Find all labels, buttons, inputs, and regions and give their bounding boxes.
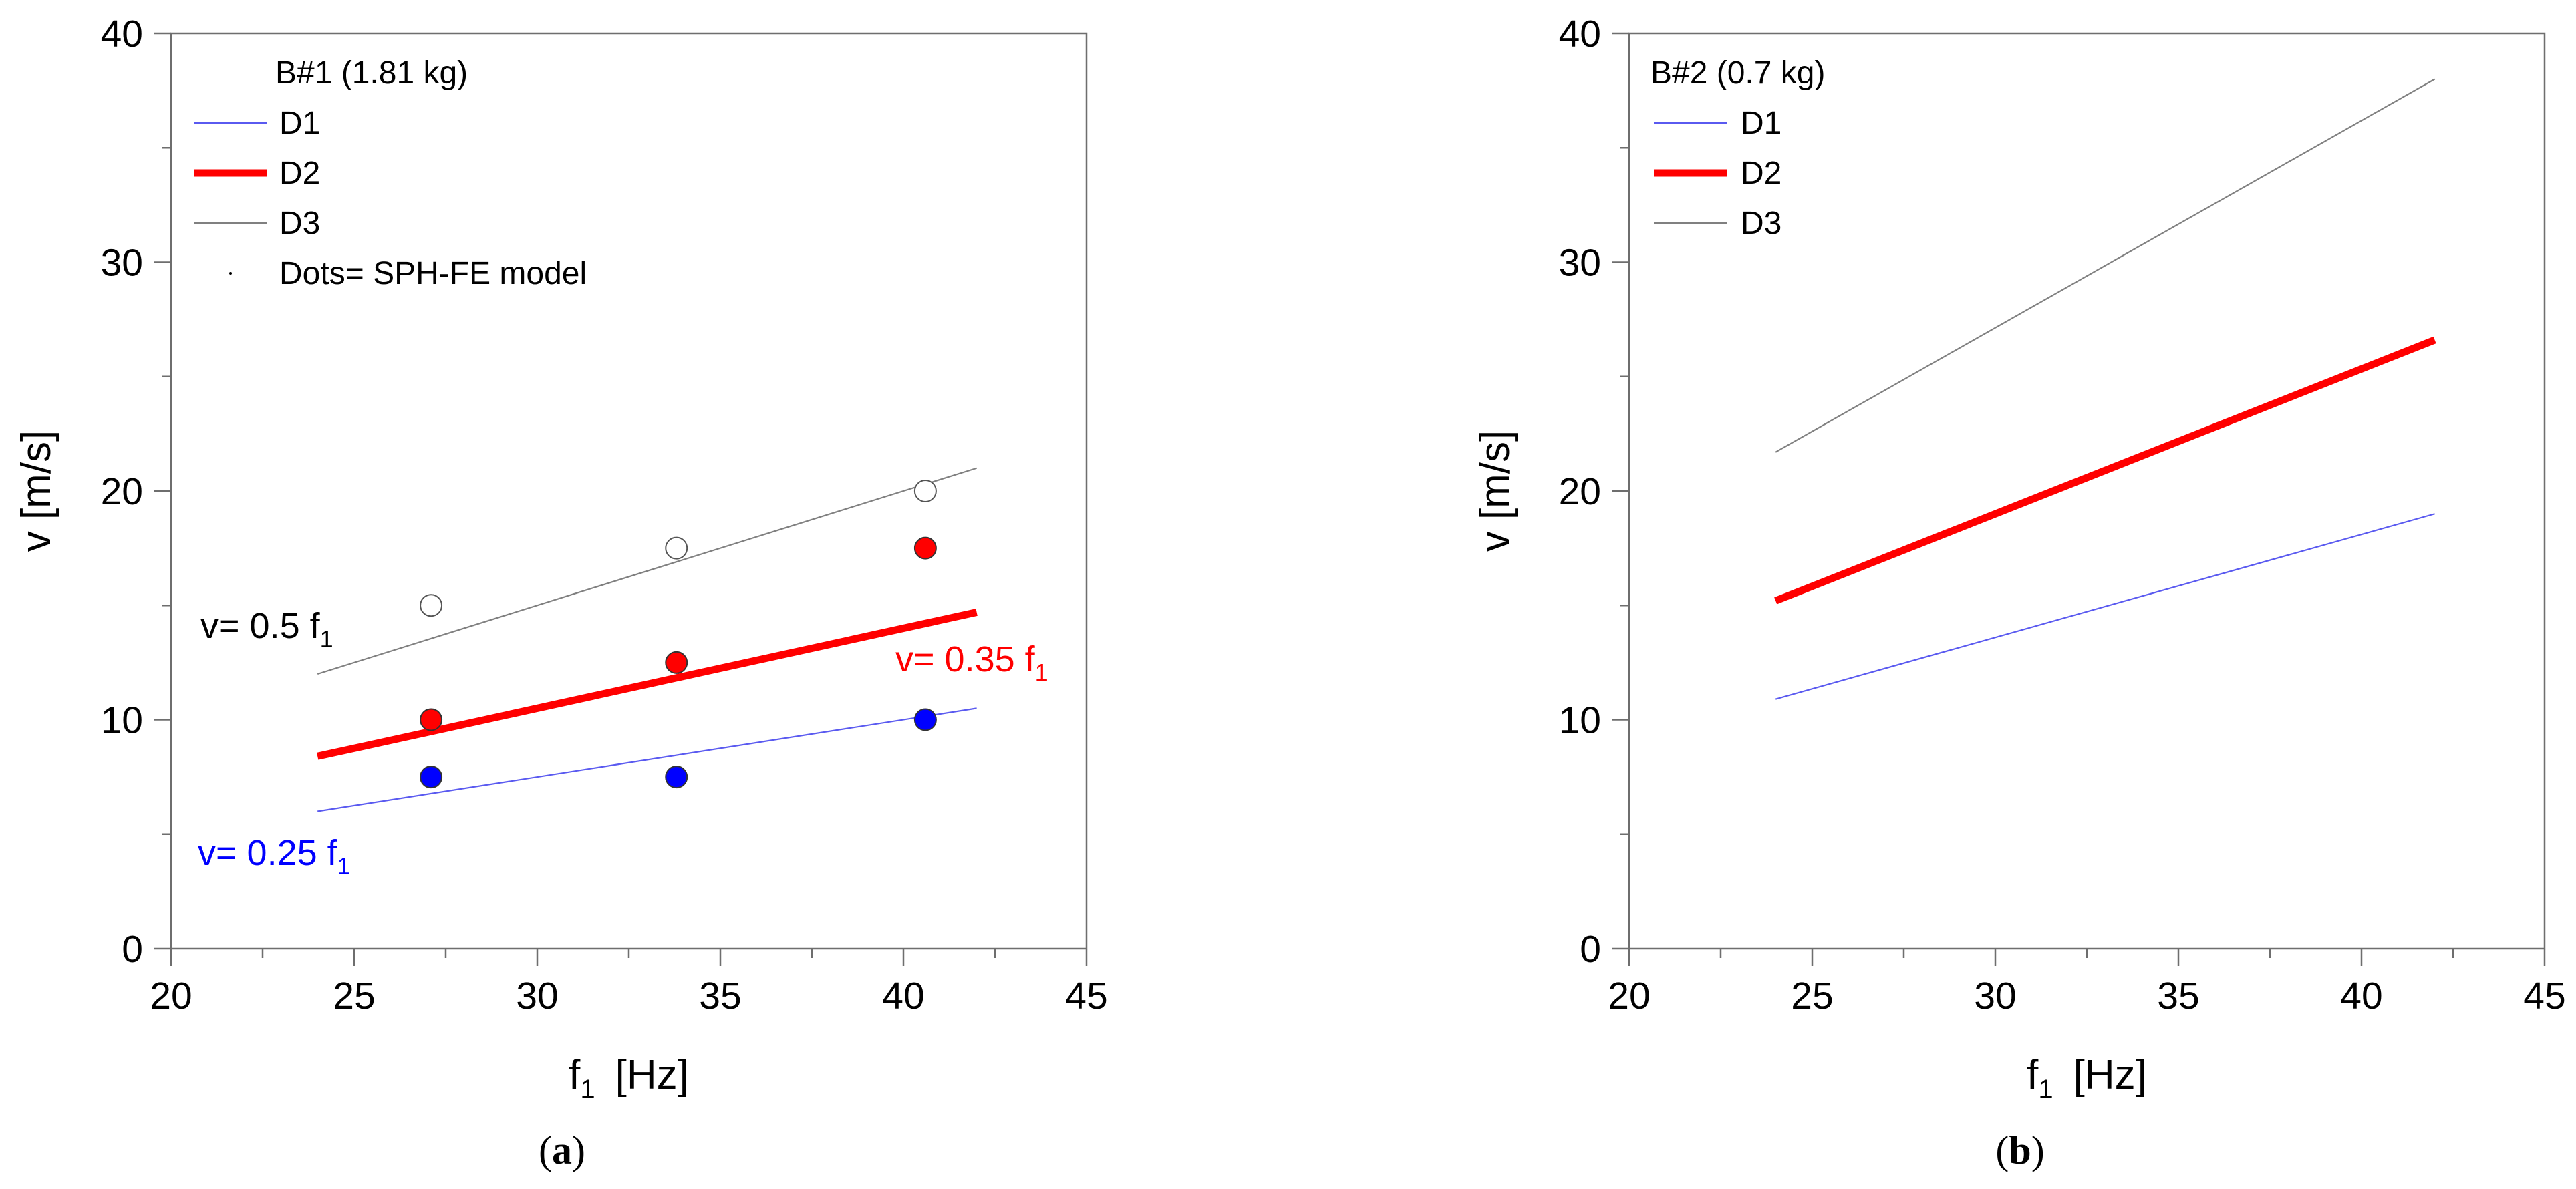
equation-annotation: v= 0.35 f1: [895, 639, 1048, 686]
y-tick-label: 0: [1580, 928, 1601, 971]
series-line-d1: [1775, 513, 2435, 700]
x-tick-label: 30: [516, 975, 558, 1017]
equation-annotation: v= 0.5 f1: [200, 606, 333, 653]
x-tick-label: 45: [2523, 975, 2565, 1017]
y-tick-label: 40: [1559, 13, 1601, 55]
equation-main: v= 0.35 f: [895, 639, 1036, 679]
data-point-d3: [913, 480, 937, 502]
legend-label-d1: D1: [1741, 106, 1781, 141]
x-axis-title-unit: [Hz]: [615, 1052, 689, 1098]
legend-label-d3: D3: [279, 206, 320, 241]
data-point-d3: [420, 594, 443, 617]
equation-annotation: v= 0.25 f1: [198, 833, 351, 880]
legend-title: B#1 (1.81 kg): [275, 55, 468, 91]
series-line-d2: [1774, 336, 2436, 605]
y-tick-label: 20: [1559, 470, 1601, 513]
y-tick-label: 40: [101, 13, 143, 55]
x-axis-title-unit: [Hz]: [2073, 1052, 2147, 1098]
legend-title: B#2 (0.7 kg): [1651, 55, 1825, 91]
panel-label-open: (: [539, 1128, 552, 1172]
equation-sub: 1: [320, 625, 333, 653]
y-axis-title: v [m/s]: [1472, 430, 1518, 552]
panel-label-close: ): [572, 1128, 585, 1172]
x-tick-label: 20: [150, 975, 192, 1017]
series-line-d2: [317, 609, 978, 760]
x-axis-title-sub: 1: [580, 1075, 595, 1104]
data-point-d1: [913, 708, 937, 731]
panel-label-letter: a: [552, 1128, 572, 1172]
x-axis-title-main: f: [2027, 1052, 2039, 1098]
equation-main: v= 0.25 f: [198, 833, 338, 873]
legend-dot-marker: [229, 272, 232, 275]
series-line-d3: [317, 467, 977, 675]
x-axis-title-main: f: [569, 1052, 581, 1098]
panel-label-open: (: [1995, 1128, 2009, 1172]
y-tick-label: 10: [101, 699, 143, 742]
chart-panel-b: 20 25 30 35 40 45 0 10 20 30 40 v [m/s] f1 [Hz] B#2 (0…: [1472, 13, 2566, 1172]
x-tick-label: 25: [1791, 975, 1833, 1017]
x-tick-label: 40: [2340, 975, 2382, 1017]
data-point-d2: [913, 536, 937, 560]
equation-sub: 1: [1035, 659, 1048, 686]
data-point-d2: [665, 651, 688, 674]
panel-label-close: ): [2031, 1128, 2045, 1172]
legend-dots-label: Dots= SPH-FE model: [279, 256, 587, 291]
panel-label: (a): [539, 1128, 585, 1172]
y-tick-label: 30: [101, 242, 143, 285]
data-point-d1: [665, 766, 688, 789]
legend-label-d2: D2: [279, 156, 320, 191]
x-tick-label: 25: [333, 975, 375, 1017]
y-axis-title: v [m/s]: [13, 430, 59, 552]
panel-label-letter: b: [2009, 1128, 2031, 1172]
x-axis-title-sub: 1: [2038, 1075, 2053, 1104]
legend-label-d2: D2: [1741, 156, 1781, 191]
equation-sub: 1: [337, 852, 351, 880]
equation-main: v= 0.5 f: [200, 606, 321, 646]
legend-label-d3: D3: [1741, 206, 1781, 241]
y-tick-label: 20: [101, 470, 143, 513]
y-tick-label: 0: [122, 928, 143, 971]
x-axis-title: f1 [Hz]: [569, 1052, 689, 1104]
x-tick-label: 20: [1608, 975, 1650, 1017]
data-point-d2: [420, 708, 443, 731]
x-axis-title: f1 [Hz]: [2027, 1052, 2147, 1104]
y-tick-label: 30: [1559, 242, 1601, 285]
x-tick-label: 40: [882, 975, 924, 1017]
x-tick-label: 45: [1065, 975, 1107, 1017]
x-tick-label: 35: [699, 975, 741, 1017]
x-tick-label: 30: [1974, 975, 2016, 1017]
x-tick-label: 35: [2157, 975, 2199, 1017]
y-tick-label: 10: [1559, 699, 1601, 742]
series-line-d1: [317, 707, 977, 812]
series-line-d3: [1775, 78, 2436, 453]
data-point-d3: [665, 536, 688, 560]
legend: B#1 (1.81 kg) D1 D2 D3 Dots= SPH-FE model: [194, 55, 587, 291]
legend-label-d1: D1: [279, 106, 320, 141]
legend: B#2 (0.7 kg) D1 D2 D3: [1651, 55, 1825, 241]
panel-label: (b): [1995, 1128, 2044, 1172]
data-point-d1: [420, 766, 443, 789]
